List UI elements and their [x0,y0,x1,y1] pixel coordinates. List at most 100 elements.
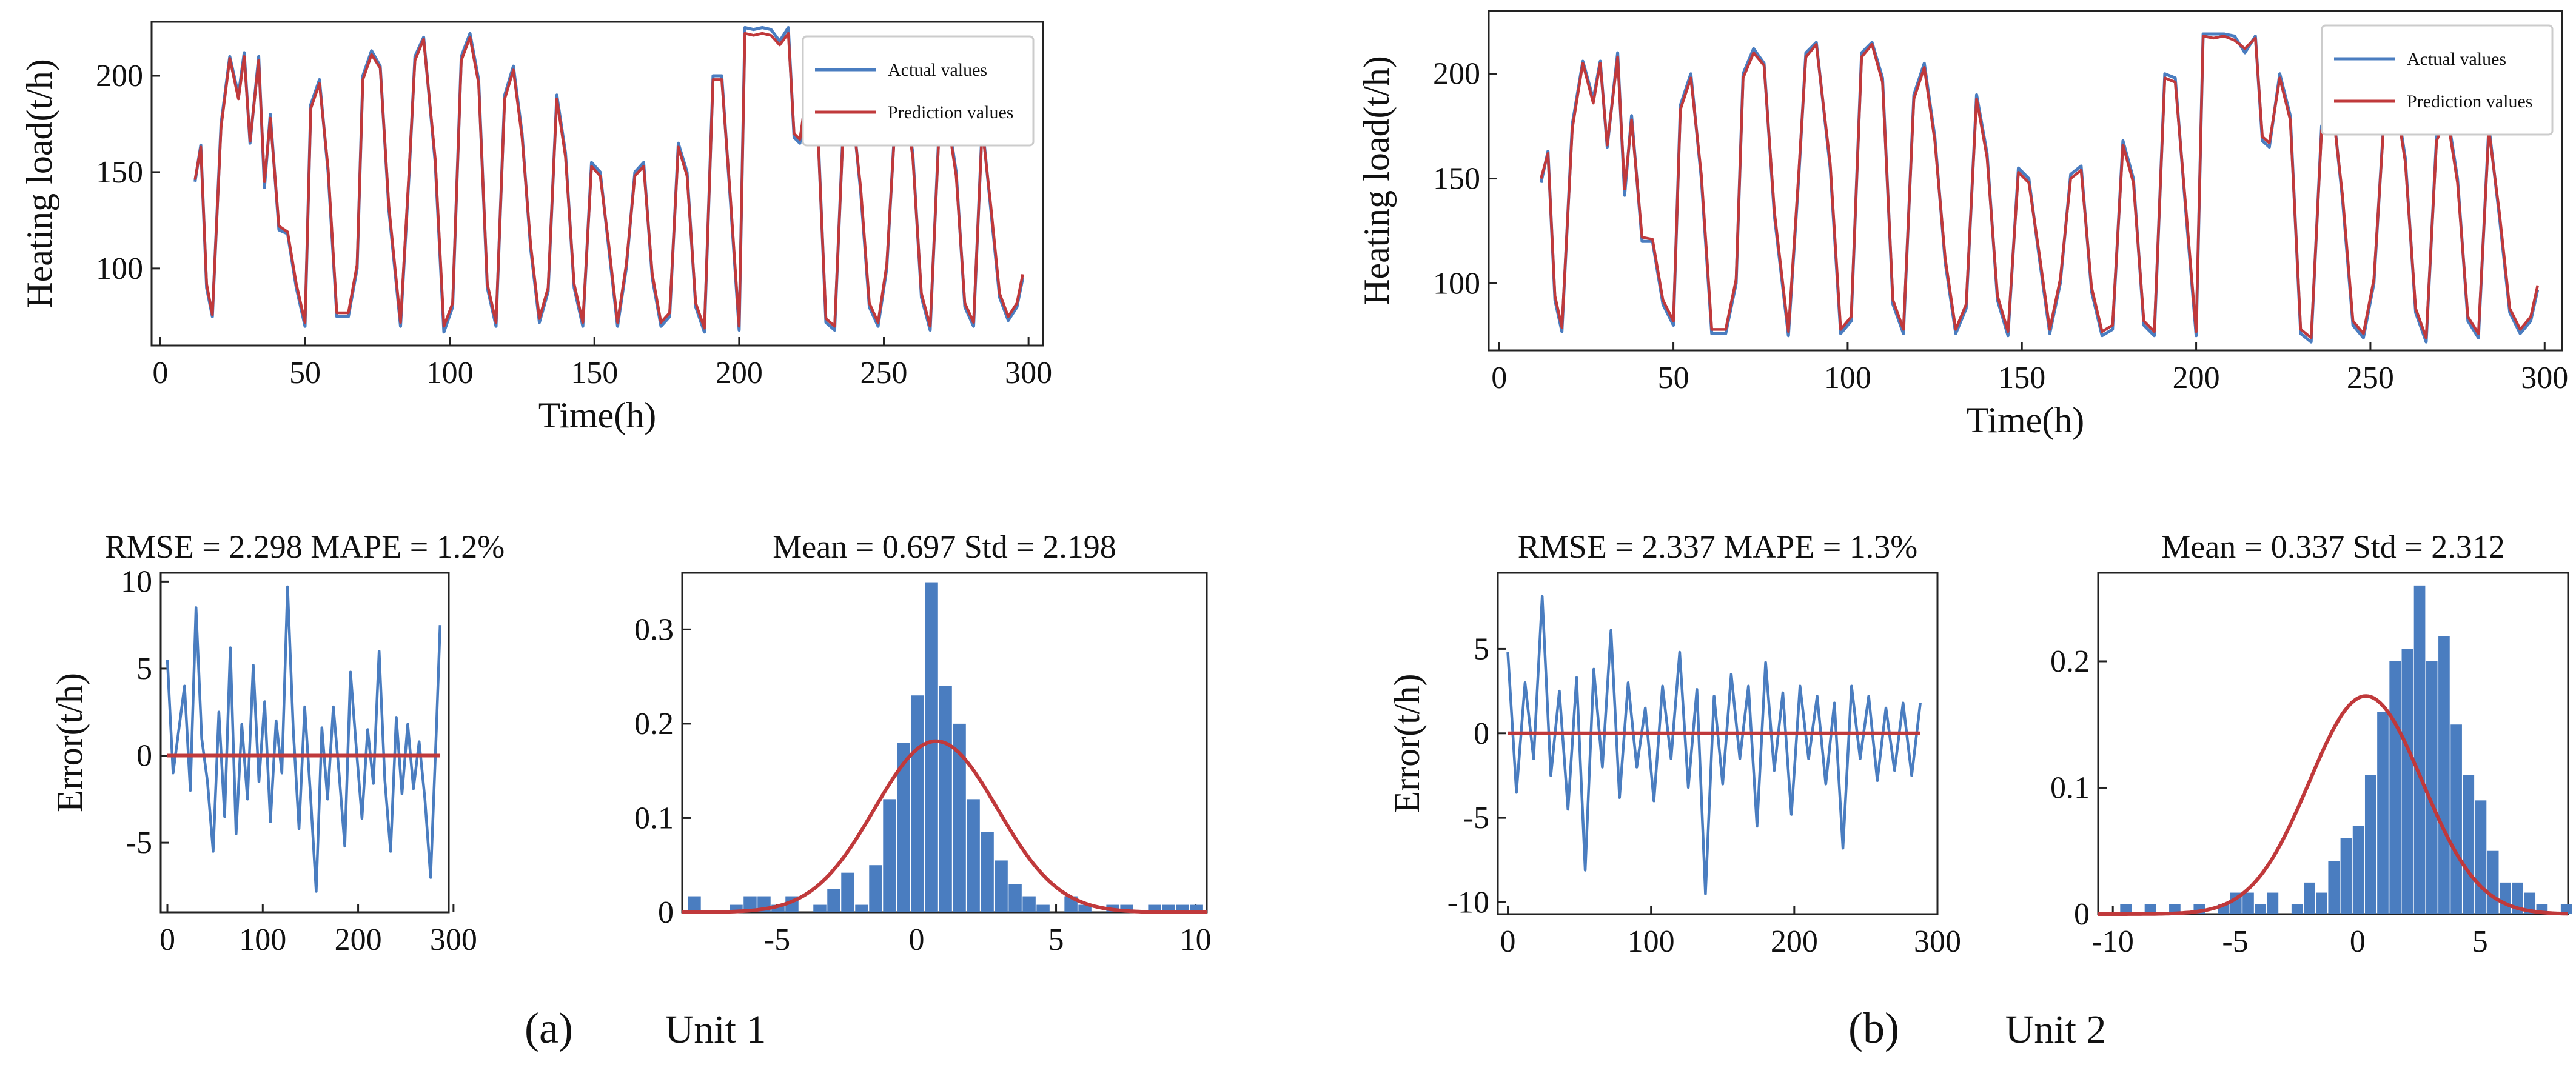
legend-actual-label: Actual values [2407,49,2506,69]
hist-bar [2487,850,2499,914]
hist-ytick-label: 0 [658,895,674,930]
prediction-values-line [193,32,1024,330]
error-line [166,585,442,893]
error-xtick-label: 100 [1628,924,1675,959]
histogram-a: -5 0 5 10 0 0.1 0.2 0.3 Mean = 0.697 Std = 2.198 [634,529,1212,957]
error-ytick-label: 0 [1474,717,1489,751]
hist-bar [869,865,882,912]
hist-bar [2377,712,2389,914]
hist-ytick-label: 0 [2074,897,2090,932]
hist-xtick-label: 0 [908,923,924,957]
hist-bar [925,582,938,912]
normal-fit-curve [682,739,1207,914]
error-ytick-label: -10 [1447,885,1489,920]
hist-bar [2340,838,2352,914]
error-xtick-label: 100 [239,923,286,957]
heating-ytick-label: 200 [1433,57,1480,92]
hist-bar [967,799,980,912]
heating-xtick-label: 0 [152,356,168,390]
heating-xtick-label: 250 [2347,361,2394,395]
heating-xtick-label: 300 [2521,361,2568,395]
hist-bar [897,743,910,912]
legend-prediction-label: Prediction values [888,102,1013,122]
heating-xtick-label: 200 [2173,361,2220,395]
error-line [1506,595,1922,895]
heating-xtick-label: 0 [1491,361,1507,395]
error-xtick-label: 200 [335,923,382,957]
hist-bar [883,799,896,912]
hist-bar [2144,904,2156,914]
hist-bar [2120,904,2132,914]
hist-bar [2401,649,2413,914]
hist-title: Mean = 0.337 Std = 2.312 [2161,529,2504,565]
hist-bar [827,889,840,912]
hist-bar [2267,892,2279,914]
hist-bar [2413,585,2426,914]
normal-fit-curve [2098,694,2569,916]
panel-a: 0 50 100 150 200 250 300100150200Time(h)Heatin… [19,21,1212,1052]
panel-b: 0 50 100 150 200 250 300100150200Time(h)Heatin… [1357,10,2572,1052]
hist-xtick-label: -5 [764,923,790,957]
error-ytick-label: -5 [1463,801,1489,835]
legend: Actual values Prediction values [802,35,1035,147]
heating-ytick-label: 100 [1433,266,1480,301]
hist-xtick-label: -5 [2222,924,2248,959]
heating-ytick-label: 200 [96,59,143,93]
hist-ytick-label: 0.2 [634,707,674,741]
hist-bar [2304,882,2315,914]
hist-bar [939,686,952,912]
hist-bar [1190,904,1203,912]
hist-bar [911,695,924,912]
panel-letter: (b) [1848,1004,1899,1052]
error-xtick-label: 300 [1914,924,1961,959]
error-frame [1497,572,1939,915]
legend-prediction-label: Prediction values [2407,92,2532,112]
hist-bar [2242,892,2254,914]
panel-letter: (a) [525,1004,573,1052]
error-xtick-label: 300 [430,923,477,957]
hist-xtick-label: 10 [1180,923,1212,957]
hist-bar [953,723,966,912]
heating-xtick-label: 100 [1824,361,1871,395]
heating-xtick-label: 50 [1658,361,1689,395]
hist-ytick-label: 0.1 [634,801,674,835]
hist-bar [2364,775,2376,914]
heating-ytick-label: 100 [96,252,143,286]
histogram-b: -10 -5 0 5 0 0.1 0.2 Mean = 0.337 Std = 2.312 [2050,529,2572,959]
error-xtick-label: 0 [159,923,175,957]
hist-xtick-label: 5 [1048,923,1064,957]
error-title: RMSE = 2.298 MAPE = 1.2% [105,529,505,565]
error-frame [159,572,450,914]
unit-label: Unit 2 [2005,1007,2107,1052]
heating-chart-b: 0 50 100 150 200 250 300 100 150 200 Time(h) Heatin… [1357,10,2568,440]
hist-bar [2463,775,2475,914]
hist-bar [2499,882,2511,914]
error-ytick-label: -5 [126,826,152,860]
error-ylabel: Error(t/h) [1387,674,1427,813]
hist-bar [2450,724,2462,914]
hist-title: Mean = 0.697 Std = 2.198 [773,529,1116,565]
heating-xtick-label: 150 [1998,361,2045,395]
error-ytick-label: 5 [1474,632,1489,666]
hist-bar [2328,861,2340,914]
hist-bar [2389,661,2401,914]
hist-bar [841,872,854,912]
hist-bar [2255,904,2267,914]
hist-bar [2352,826,2364,914]
hist-bar [1176,904,1189,912]
error-ytick-label: 0 [136,739,152,773]
error-ytick-label: 10 [121,564,152,599]
unit-label: Unit 1 [665,1007,766,1052]
hist-bar [1078,904,1092,912]
hist-xtick-label: -10 [2092,924,2134,959]
heating-frame [150,21,1044,347]
heating-xlabel: Time(h) [538,395,656,435]
hist-bar [1008,884,1022,912]
heating-xtick-label: 150 [571,356,618,390]
heating-xtick-label: 250 [860,356,908,390]
error-xtick-label: 200 [1771,924,1818,959]
hist-bar [688,896,701,912]
hist-bar [1036,904,1050,912]
